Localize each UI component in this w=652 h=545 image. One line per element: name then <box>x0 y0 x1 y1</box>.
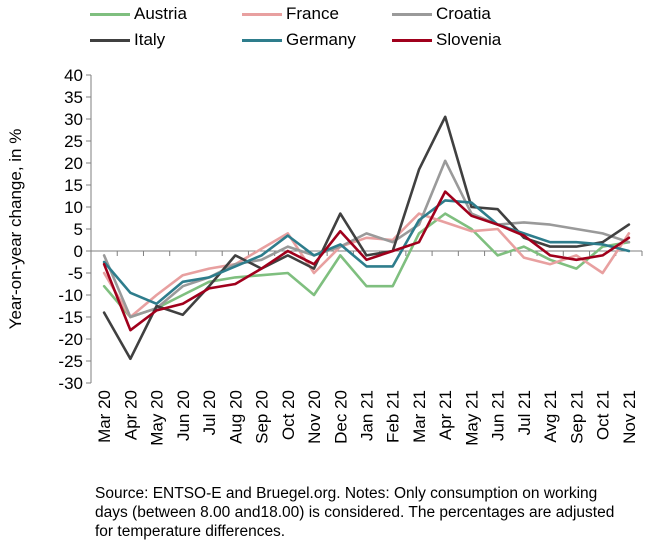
x-tick-label: Apr 20 <box>121 390 140 440</box>
y-tick-label: -25 <box>58 352 83 371</box>
legend-item-germany: Germany <box>242 30 356 50</box>
x-tick-label: Apr 21 <box>436 390 455 440</box>
legend-label: Italy <box>134 30 166 49</box>
legend-swatch <box>90 12 130 16</box>
legend-label: France <box>286 4 339 23</box>
x-tick-label: May 21 <box>462 390 481 446</box>
legend-swatch <box>242 38 282 42</box>
x-tick-label: Dec 20 <box>331 390 350 444</box>
legend-label: Slovenia <box>436 30 502 49</box>
legend-item-austria: Austria <box>90 4 187 24</box>
series-line-croatia <box>102 159 631 319</box>
y-tick-label: 0 <box>74 242 83 261</box>
series-line-germany <box>102 199 631 306</box>
y-tick-label: -15 <box>58 308 83 327</box>
legend-swatch <box>392 38 432 42</box>
x-tick-label: Mar 20 <box>95 390 114 443</box>
y-tick-label: -10 <box>58 286 83 305</box>
x-tick-label: Oct 20 <box>279 390 298 440</box>
x-tick-label: Jun 21 <box>489 390 508 441</box>
series-line-italy <box>102 115 631 361</box>
y-tick-label: 15 <box>64 176 83 195</box>
legend-swatch <box>90 38 130 42</box>
x-tick-label: Oct 21 <box>594 390 613 440</box>
x-tick-label: Nov 20 <box>305 390 324 444</box>
y-tick-label: 10 <box>64 198 83 217</box>
legend-label: Germany <box>286 30 356 49</box>
x-tick-label: Mar 21 <box>410 390 429 443</box>
y-tick-label: 40 <box>64 66 83 85</box>
y-tick-label: 25 <box>64 132 83 151</box>
y-tick-label: -5 <box>68 264 83 283</box>
x-tick-label: Nov 21 <box>620 390 639 444</box>
legend: Austria France Croatia Italy Germany Slovenia <box>90 4 510 54</box>
x-tick-label: Jul 20 <box>200 390 219 435</box>
y-tick-label: 20 <box>64 154 83 173</box>
x-tick-label: Aug 20 <box>226 390 245 444</box>
legend-item-france: France <box>242 4 339 24</box>
plot-area: -30 -25 -20 -15 -10 -5 0 5 10 15 20 25 30 35 40 Mar 20 A… <box>6 66 643 446</box>
x-tick-label: Feb 21 <box>384 390 403 443</box>
y-tick-label: -20 <box>58 330 83 349</box>
legend-item-croatia: Croatia <box>392 4 491 24</box>
y-tick-label: 35 <box>64 88 83 107</box>
legend-swatch <box>392 12 432 16</box>
legend-item-italy: Italy <box>90 30 165 50</box>
y-tick-label: 5 <box>74 220 83 239</box>
x-tick-label: Jun 20 <box>174 390 193 441</box>
legend-swatch <box>242 12 282 16</box>
x-tick-label: Sep 21 <box>567 390 586 444</box>
series-line-austria <box>102 212 631 319</box>
y-tick-label: 30 <box>64 110 83 129</box>
x-tick-label: May 20 <box>148 390 167 446</box>
source-note: Source: ENTSO-E and Bruegel.org. Notes: … <box>95 485 615 540</box>
legend-label: Croatia <box>436 4 491 23</box>
legend-label: Austria <box>134 4 187 23</box>
x-tick-label: Avg 21 <box>541 390 560 443</box>
x-tick-label: Jan 21 <box>358 390 377 441</box>
x-tick-label: Sep 20 <box>253 390 272 444</box>
x-tick-label: Jul 21 <box>515 390 534 435</box>
legend-item-slovenia: Slovenia <box>392 30 501 50</box>
y-axis-title: Year-on-year change, in % <box>6 129 25 330</box>
y-tick-label: -30 <box>58 374 83 393</box>
series-line-france <box>102 212 631 319</box>
series-line-slovenia <box>102 190 631 332</box>
